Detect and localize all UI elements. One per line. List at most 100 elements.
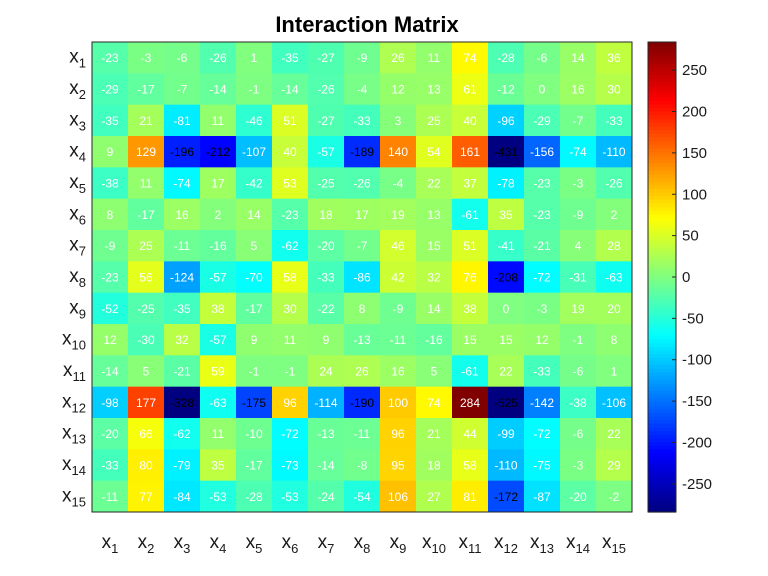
cell-value-label: -23 bbox=[533, 208, 551, 222]
cell-value-label: 18 bbox=[319, 208, 333, 222]
heatmap-cell bbox=[236, 292, 273, 325]
heatmap-cell bbox=[200, 324, 237, 356]
heatmap-cell bbox=[560, 355, 597, 388]
cell-value-label: -3 bbox=[573, 459, 584, 473]
heatmap-cell bbox=[92, 42, 129, 74]
colorbar-tick-label: -200 bbox=[682, 434, 712, 451]
heatmap-cell bbox=[272, 73, 309, 106]
heatmap-cell bbox=[200, 418, 237, 450]
cell-value-label: 22 bbox=[607, 427, 621, 441]
colorbar-segment bbox=[648, 78, 676, 83]
cell-value-label: 96 bbox=[283, 396, 297, 410]
heatmap-cell bbox=[488, 449, 525, 482]
colorbar-segment bbox=[648, 376, 676, 381]
cell-value-label: 14 bbox=[427, 302, 441, 316]
colorbar-segment bbox=[648, 254, 676, 260]
heatmap-cell bbox=[128, 292, 165, 325]
heatmap-cell bbox=[488, 324, 525, 356]
colorbar-segment bbox=[648, 324, 676, 330]
cell-value-label: 16 bbox=[175, 208, 189, 222]
heatmap-cell bbox=[128, 136, 165, 168]
cell-value-label: 2 bbox=[215, 208, 222, 222]
cell-value-label: 95 bbox=[391, 459, 405, 473]
heatmap-cell bbox=[524, 167, 561, 200]
cell-value-label: -26 bbox=[353, 177, 371, 191]
heatmap-cell bbox=[524, 42, 561, 74]
heatmap-cell bbox=[164, 73, 201, 106]
heatmap-cell bbox=[308, 480, 345, 513]
heatmap-cell bbox=[92, 136, 129, 168]
y-tick-label: x5 bbox=[69, 172, 86, 196]
heatmap-cell bbox=[272, 480, 309, 513]
heatmap-cell bbox=[380, 418, 417, 450]
cell-value-label: 29 bbox=[607, 459, 621, 473]
colorbar-segment bbox=[648, 49, 676, 54]
heatmap-cell bbox=[380, 261, 417, 294]
colorbar-segment bbox=[648, 412, 676, 418]
heatmap-cell bbox=[92, 167, 129, 200]
heatmap-cell bbox=[416, 324, 453, 356]
colorbar-segment bbox=[648, 133, 676, 139]
heatmap-cell bbox=[128, 261, 165, 294]
cell-value-label: -110 bbox=[494, 459, 517, 473]
heatmap-cell bbox=[344, 292, 381, 325]
heatmap-value-labels: -23 -3 -6 -26 1 -35 -27 -9 26 11 74 -28 -6 14 36-29 -17… bbox=[101, 51, 626, 504]
cell-value-label: -35 bbox=[173, 302, 191, 316]
colorbar-segment bbox=[648, 442, 676, 447]
cell-value-label: 38 bbox=[211, 302, 225, 316]
cell-value-label: 51 bbox=[463, 239, 477, 253]
colorbar-segment bbox=[648, 368, 676, 374]
cell-value-label: -142 bbox=[530, 396, 554, 410]
cell-value-label: -17 bbox=[137, 83, 155, 97]
heatmap-cell bbox=[524, 355, 561, 388]
y-tick-label: x3 bbox=[69, 109, 86, 133]
cell-value-label: 13 bbox=[427, 208, 441, 222]
colorbar-segment bbox=[648, 416, 676, 421]
cell-value-label: 59 bbox=[211, 365, 225, 379]
cell-value-label: -57 bbox=[209, 271, 227, 285]
colorbar-segment bbox=[648, 188, 676, 194]
cell-value-label: -189 bbox=[350, 145, 374, 159]
cell-value-label: -33 bbox=[353, 114, 371, 128]
cell-value-label: -3 bbox=[537, 302, 548, 316]
cell-value-label: 61 bbox=[463, 83, 477, 97]
heatmap-cell bbox=[92, 355, 129, 388]
cell-value-label: -22 bbox=[317, 302, 335, 316]
cell-value-label: -17 bbox=[245, 302, 263, 316]
cell-value-label: -46 bbox=[245, 114, 263, 128]
cell-value-label: -13 bbox=[353, 333, 371, 347]
y-tick-label: x15 bbox=[62, 485, 86, 509]
cell-value-label: -6 bbox=[573, 365, 584, 379]
cell-value-label: -23 bbox=[533, 177, 551, 191]
heatmap-cell bbox=[128, 418, 165, 450]
cell-value-label: -62 bbox=[281, 239, 299, 253]
colorbar-segment bbox=[648, 196, 676, 201]
cell-value-label: -72 bbox=[281, 427, 299, 441]
heatmap-cell bbox=[488, 418, 525, 450]
heatmap-cell bbox=[416, 449, 453, 482]
colorbar-segment bbox=[648, 310, 676, 315]
heatmap-cell bbox=[344, 167, 381, 200]
cell-value-label: -33 bbox=[605, 114, 623, 128]
colorbar-segment bbox=[648, 108, 676, 113]
heatmap-cell bbox=[272, 230, 309, 262]
heatmap-cell bbox=[380, 42, 417, 74]
colorbar-segment bbox=[648, 115, 676, 120]
cell-value-label: -107 bbox=[242, 145, 266, 159]
heatmap-cell bbox=[524, 261, 561, 294]
cell-value-label: 36 bbox=[607, 51, 621, 65]
cell-value-label: -9 bbox=[393, 302, 404, 316]
heatmap-cell bbox=[164, 355, 201, 388]
y-tick-label: x7 bbox=[69, 235, 86, 259]
cell-value-label: -156 bbox=[530, 145, 554, 159]
cell-value-label: -124 bbox=[170, 271, 194, 285]
colorbar-segment bbox=[648, 394, 676, 399]
cell-value-label: 17 bbox=[211, 177, 225, 191]
heatmap-cell bbox=[272, 167, 309, 200]
cell-value-label: 5 bbox=[143, 365, 150, 379]
colorbar-segment bbox=[648, 409, 676, 414]
cell-value-label: -106 bbox=[602, 396, 626, 410]
y-tick-label: x13 bbox=[62, 423, 86, 447]
colorbar-segment bbox=[648, 137, 676, 142]
colorbar-segment bbox=[648, 155, 676, 161]
